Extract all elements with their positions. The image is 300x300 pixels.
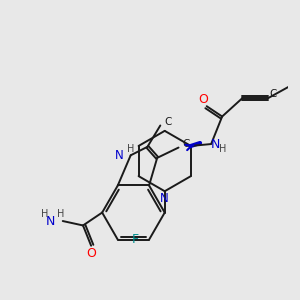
Text: C: C	[269, 89, 276, 99]
Text: N: N	[115, 149, 124, 162]
Text: H: H	[127, 144, 134, 154]
Text: H: H	[41, 209, 48, 219]
Text: H: H	[219, 143, 226, 154]
Text: N: N	[211, 138, 220, 151]
Text: H: H	[57, 209, 64, 219]
Text: C: C	[182, 139, 190, 149]
Text: O: O	[86, 247, 96, 260]
Text: O: O	[198, 93, 208, 106]
Text: F: F	[132, 233, 139, 246]
Text: N: N	[160, 192, 169, 205]
Text: N: N	[45, 214, 55, 227]
Text: C: C	[164, 117, 171, 127]
